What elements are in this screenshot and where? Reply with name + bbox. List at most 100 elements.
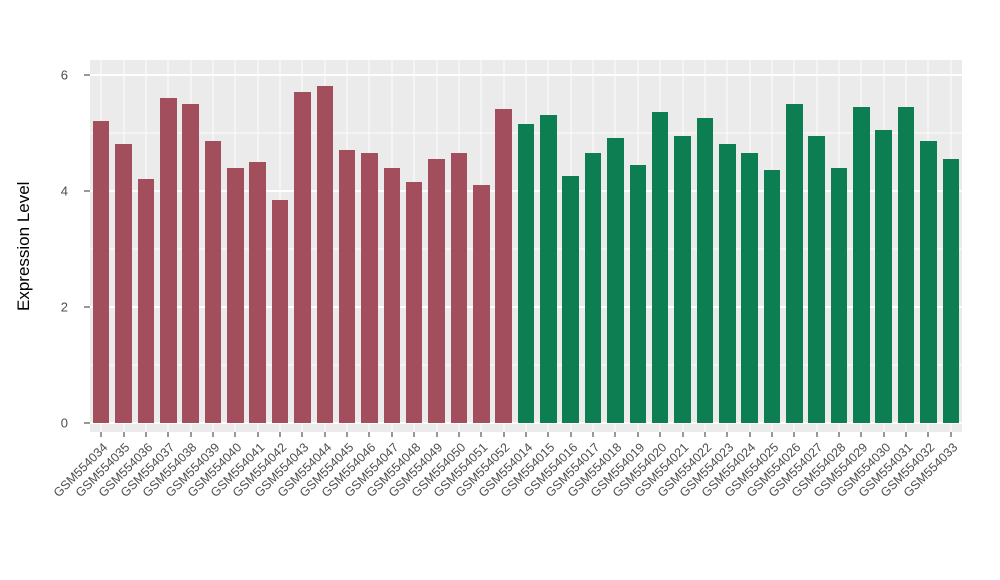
- bar-GSM554016: [562, 176, 579, 424]
- bar-GSM554032: [920, 141, 937, 424]
- bar-GSM554040: [227, 167, 244, 424]
- x-tick-mark: [749, 432, 751, 437]
- bar-GSM554051: [473, 184, 490, 424]
- bar-slot: [537, 60, 559, 424]
- x-tick-mark: [704, 432, 706, 437]
- x-tick-mark: [883, 432, 885, 437]
- bar-slot: [448, 60, 470, 424]
- y-axis-title: Expression Level: [14, 181, 33, 311]
- x-tick-mark: [413, 432, 415, 437]
- x-tick-mark: [100, 432, 102, 437]
- bar-slot: [761, 60, 783, 424]
- bar-GSM554025: [763, 170, 781, 424]
- bar-slot: [202, 60, 224, 424]
- bar-GSM554020: [651, 112, 669, 424]
- bar-GSM554049: [428, 158, 445, 424]
- bar-GSM554041: [249, 161, 266, 424]
- bar-GSM554036: [137, 179, 155, 424]
- x-axis-tick-marks: [90, 432, 962, 438]
- bar-GSM554027: [808, 135, 825, 424]
- bar-slot: [291, 60, 313, 424]
- bar-slot: [716, 60, 738, 424]
- x-tick-mark: [436, 432, 438, 437]
- bar-slot: [470, 60, 492, 424]
- y-tick-mark: [84, 190, 90, 192]
- x-tick-mark: [659, 432, 661, 437]
- major-gridline: [90, 422, 962, 425]
- x-tick-mark: [301, 432, 303, 437]
- bar-GSM554021: [674, 135, 691, 424]
- bar-GSM554038: [182, 103, 199, 424]
- bar-GSM554045: [338, 150, 356, 424]
- bar-GSM554052: [495, 109, 512, 424]
- bar-GSM554044: [316, 86, 334, 424]
- x-tick-mark: [503, 432, 505, 437]
- x-tick-mark: [257, 432, 259, 437]
- y-tick-mark: [84, 422, 90, 424]
- x-tick-mark: [793, 432, 795, 437]
- x-tick-mark: [614, 432, 616, 437]
- y-tick-label: 6: [60, 67, 68, 83]
- bar-GSM554019: [629, 164, 647, 424]
- bar-GSM554015: [540, 115, 557, 424]
- bar-GSM554050: [450, 153, 468, 424]
- bar-GSM554034: [92, 121, 110, 424]
- bar-GSM554031: [897, 106, 915, 424]
- bar-slot: [649, 60, 671, 424]
- x-tick-mark: [905, 432, 907, 437]
- y-tick-label: 0: [60, 415, 68, 431]
- x-tick-mark: [368, 432, 370, 437]
- bar-GSM554037: [159, 97, 177, 424]
- y-tick-label: 4: [60, 183, 68, 199]
- bar-slot: [873, 60, 895, 424]
- bar-GSM554017: [584, 153, 602, 424]
- bar-slot: [247, 60, 269, 424]
- bar-slot: [515, 60, 537, 424]
- bar-GSM554014: [517, 123, 535, 424]
- x-tick-mark: [950, 432, 952, 437]
- bar-GSM554029: [853, 106, 870, 424]
- bar-GSM554018: [607, 138, 624, 424]
- x-tick-mark: [324, 432, 326, 437]
- bar-slot: [358, 60, 380, 424]
- bar-slot: [806, 60, 828, 424]
- major-gridline: [90, 73, 962, 76]
- x-tick-mark: [480, 432, 482, 437]
- x-tick-mark: [771, 432, 773, 437]
- bar-GSM554047: [383, 167, 401, 424]
- bar-slot: [381, 60, 403, 424]
- bar-slot: [425, 60, 447, 424]
- bar-slot: [492, 60, 514, 424]
- x-tick-mark: [726, 432, 728, 437]
- bar-GSM554043: [294, 91, 311, 424]
- x-tick-mark: [458, 432, 460, 437]
- x-tick-mark: [570, 432, 572, 437]
- bar-GSM554046: [361, 153, 378, 424]
- x-tick-mark: [190, 432, 192, 437]
- y-tick-mark: [84, 306, 90, 308]
- bar-slot: [694, 60, 716, 424]
- x-tick-mark: [927, 432, 929, 437]
- bar-GSM554026: [786, 103, 803, 424]
- y-tick-label: 2: [60, 299, 68, 315]
- bar-GSM554048: [405, 182, 423, 424]
- bar-slot: [135, 60, 157, 424]
- bar-slot: [828, 60, 850, 424]
- bar-GSM554022: [696, 118, 714, 424]
- bar-slot: [895, 60, 917, 424]
- bar-slot: [850, 60, 872, 424]
- x-tick-mark: [391, 432, 393, 437]
- x-tick-mark: [816, 432, 818, 437]
- x-tick-mark: [145, 432, 147, 437]
- bar-slot: [224, 60, 246, 424]
- x-tick-mark: [167, 432, 169, 437]
- x-tick-mark: [838, 432, 840, 437]
- x-tick-mark: [860, 432, 862, 437]
- bar-GSM554042: [271, 199, 289, 424]
- bar-slot: [582, 60, 604, 424]
- bars-layer: [90, 60, 962, 424]
- bar-GSM554033: [942, 158, 960, 424]
- bar-slot: [314, 60, 336, 424]
- bar-GSM554024: [741, 153, 758, 424]
